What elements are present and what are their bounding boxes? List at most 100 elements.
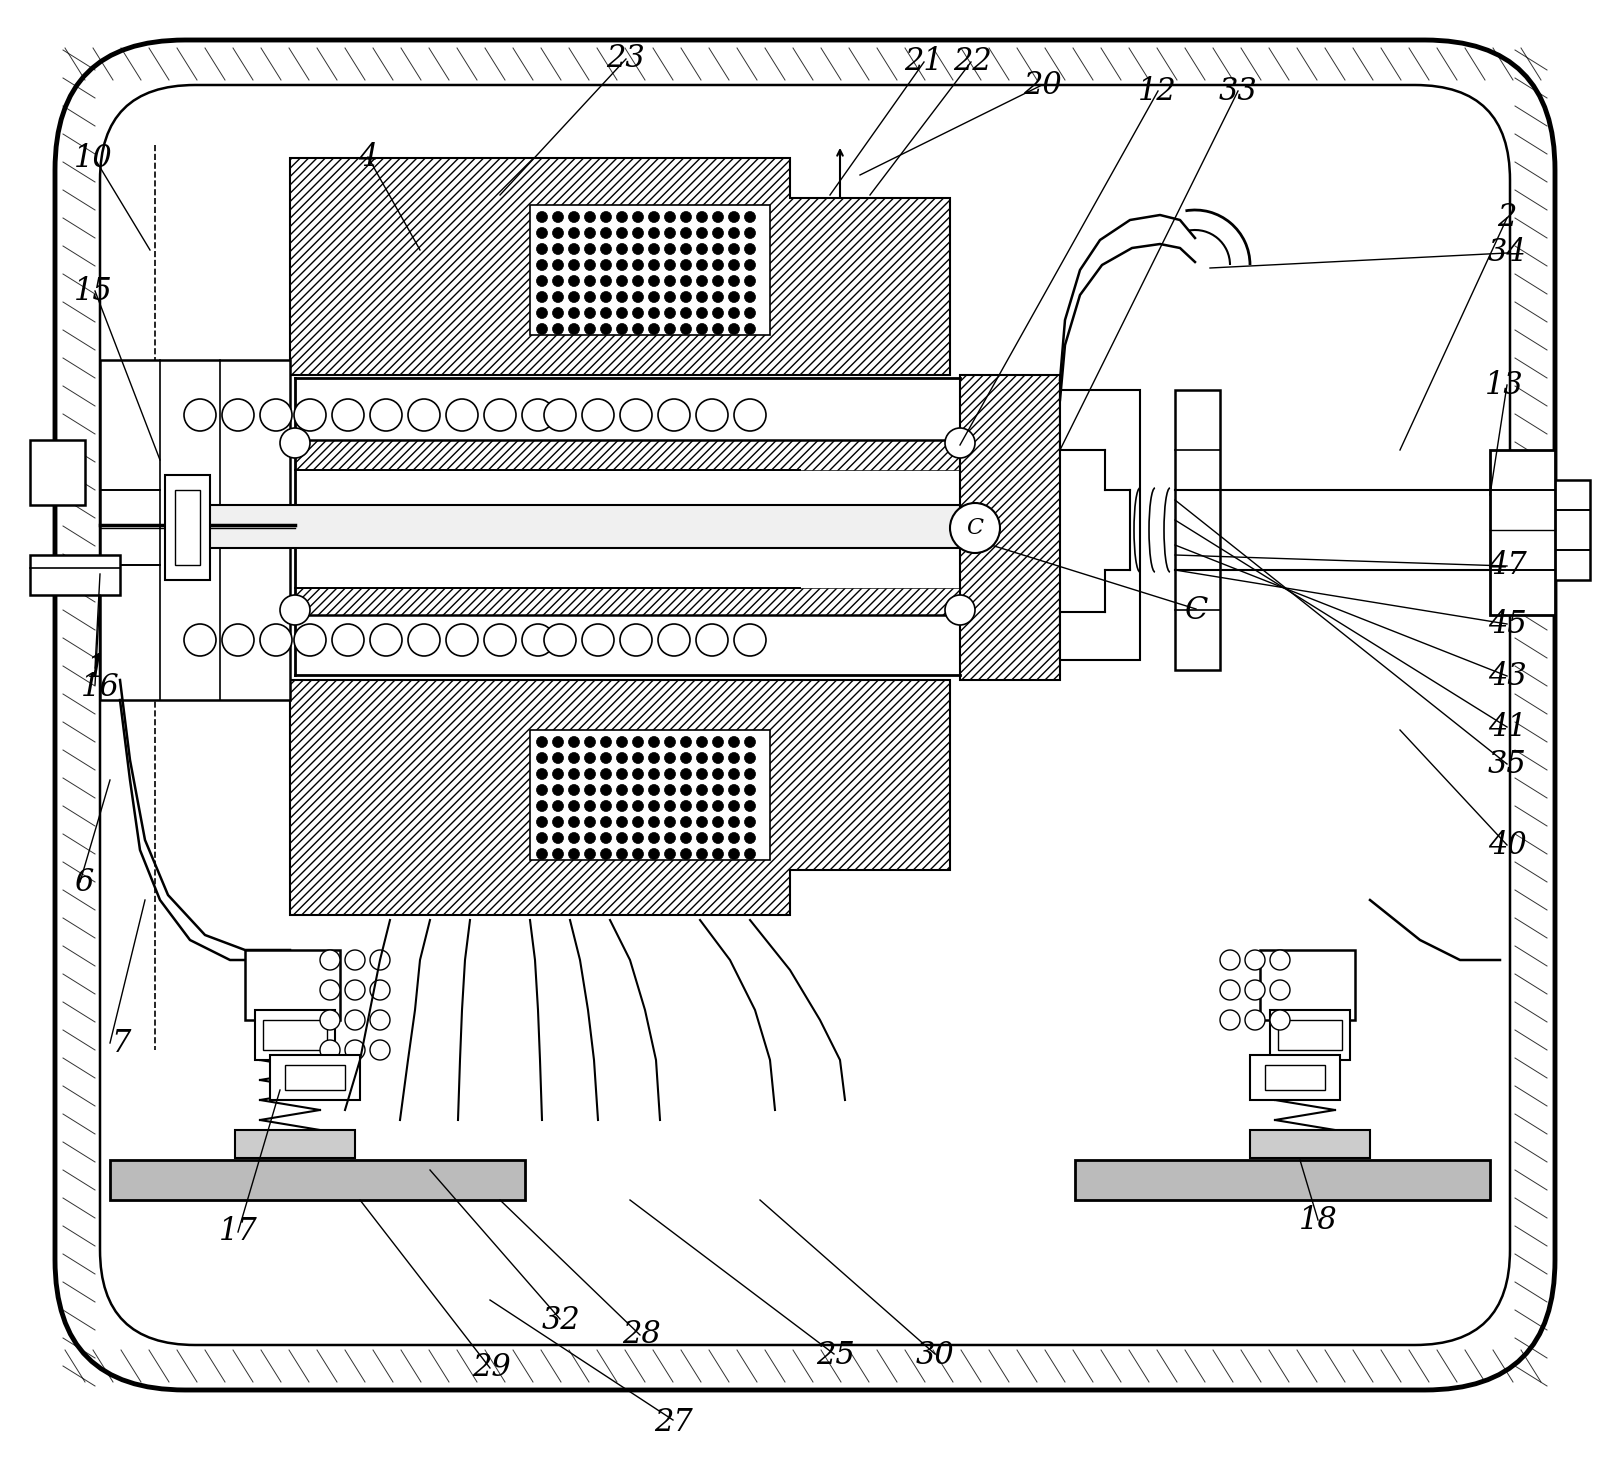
Circle shape	[680, 785, 692, 795]
Circle shape	[745, 848, 756, 860]
Circle shape	[569, 291, 579, 303]
Circle shape	[553, 816, 564, 828]
Circle shape	[447, 623, 479, 656]
Circle shape	[648, 736, 659, 748]
Circle shape	[664, 291, 675, 303]
Circle shape	[616, 736, 627, 748]
Circle shape	[569, 228, 579, 238]
Circle shape	[537, 785, 548, 795]
Circle shape	[648, 244, 659, 254]
Circle shape	[632, 832, 643, 844]
Circle shape	[733, 398, 766, 431]
Text: 15: 15	[74, 275, 113, 307]
Polygon shape	[290, 157, 949, 375]
Circle shape	[648, 291, 659, 303]
Text: 4: 4	[358, 141, 377, 173]
Bar	[110, 1160, 526, 1200]
Circle shape	[648, 260, 659, 270]
Circle shape	[537, 801, 548, 811]
Circle shape	[648, 832, 659, 844]
Circle shape	[632, 275, 643, 287]
Circle shape	[664, 769, 675, 779]
Circle shape	[745, 816, 756, 828]
Circle shape	[632, 801, 643, 811]
Text: 32: 32	[542, 1304, 580, 1336]
Circle shape	[696, 801, 708, 811]
Bar	[1061, 390, 1140, 660]
Circle shape	[664, 753, 675, 763]
Text: 22: 22	[953, 46, 991, 78]
Polygon shape	[290, 681, 949, 914]
Circle shape	[345, 1039, 364, 1060]
Circle shape	[345, 980, 364, 1000]
Circle shape	[680, 769, 692, 779]
Circle shape	[696, 785, 708, 795]
Circle shape	[729, 736, 740, 748]
Circle shape	[664, 260, 675, 270]
Circle shape	[696, 398, 729, 431]
Circle shape	[371, 950, 390, 970]
Circle shape	[484, 398, 516, 431]
Circle shape	[553, 801, 564, 811]
Bar	[530, 731, 771, 860]
Circle shape	[729, 260, 740, 270]
Circle shape	[408, 398, 440, 431]
Circle shape	[729, 323, 740, 335]
Circle shape	[729, 275, 740, 287]
Circle shape	[553, 736, 564, 748]
Bar	[31, 440, 85, 506]
Circle shape	[729, 228, 740, 238]
Circle shape	[632, 816, 643, 828]
Circle shape	[680, 801, 692, 811]
Circle shape	[569, 323, 579, 335]
Circle shape	[553, 753, 564, 763]
Text: 45: 45	[1488, 609, 1527, 641]
Circle shape	[585, 832, 595, 844]
Circle shape	[648, 212, 659, 222]
Text: 27: 27	[654, 1407, 693, 1439]
Circle shape	[616, 848, 627, 860]
Circle shape	[680, 307, 692, 319]
Circle shape	[745, 275, 756, 287]
Bar	[31, 556, 119, 595]
Bar	[100, 360, 290, 700]
Circle shape	[745, 212, 756, 222]
Circle shape	[553, 307, 564, 319]
Circle shape	[332, 623, 364, 656]
Circle shape	[537, 323, 548, 335]
Circle shape	[632, 307, 643, 319]
Circle shape	[569, 801, 579, 811]
Circle shape	[745, 736, 756, 748]
Bar	[263, 1020, 327, 1050]
Bar	[176, 490, 200, 564]
Text: 12: 12	[1138, 75, 1177, 107]
Circle shape	[585, 736, 595, 748]
Circle shape	[601, 212, 611, 222]
Circle shape	[1270, 950, 1290, 970]
Circle shape	[664, 323, 675, 335]
Circle shape	[371, 398, 401, 431]
Circle shape	[537, 307, 548, 319]
Circle shape	[696, 260, 708, 270]
Circle shape	[601, 832, 611, 844]
Circle shape	[321, 950, 340, 970]
Circle shape	[569, 736, 579, 748]
Circle shape	[585, 785, 595, 795]
Circle shape	[696, 816, 708, 828]
Circle shape	[664, 801, 675, 811]
Circle shape	[713, 832, 724, 844]
Circle shape	[696, 623, 729, 656]
Circle shape	[601, 307, 611, 319]
Circle shape	[745, 307, 756, 319]
Circle shape	[733, 623, 766, 656]
Text: C: C	[967, 517, 983, 539]
Circle shape	[696, 848, 708, 860]
Text: 2: 2	[1498, 201, 1517, 234]
Circle shape	[1270, 980, 1290, 1000]
Text: 23: 23	[606, 43, 645, 75]
Circle shape	[553, 260, 564, 270]
Circle shape	[945, 595, 975, 625]
Circle shape	[585, 212, 595, 222]
Bar	[530, 204, 771, 335]
Text: 17: 17	[219, 1216, 258, 1248]
